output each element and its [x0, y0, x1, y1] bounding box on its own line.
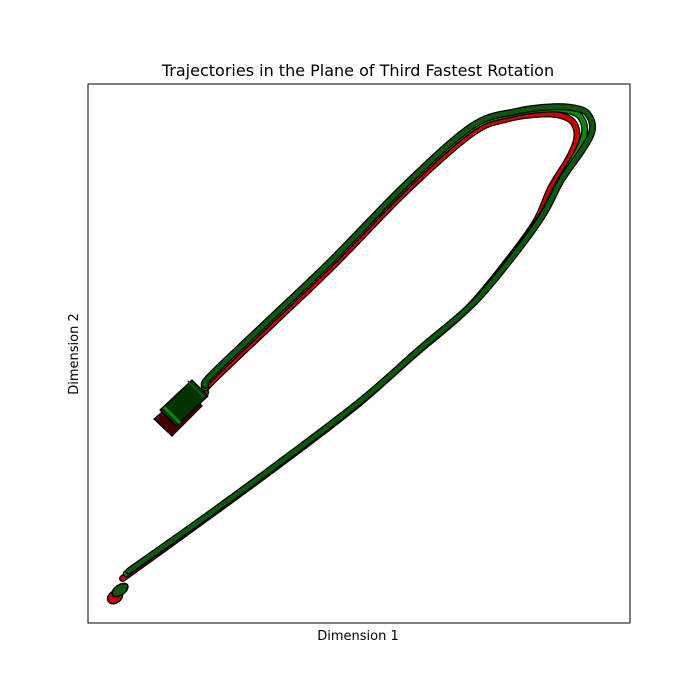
marker-layer: [106, 379, 209, 605]
end-marker-edge: [187, 380, 205, 398]
plot-frame: [87, 83, 631, 624]
series-layer: [119, 103, 597, 582]
series-line-3: [126, 104, 595, 574]
y-axis-label: Dimension 2: [67, 313, 82, 395]
start-marker: [111, 582, 129, 598]
end-marker-stripe: [162, 405, 182, 425]
chart-title: Trajectories in the Plane of Third Faste…: [161, 61, 554, 80]
plot-area: [87, 83, 631, 624]
x-axis-label: Dimension 1: [317, 629, 399, 644]
